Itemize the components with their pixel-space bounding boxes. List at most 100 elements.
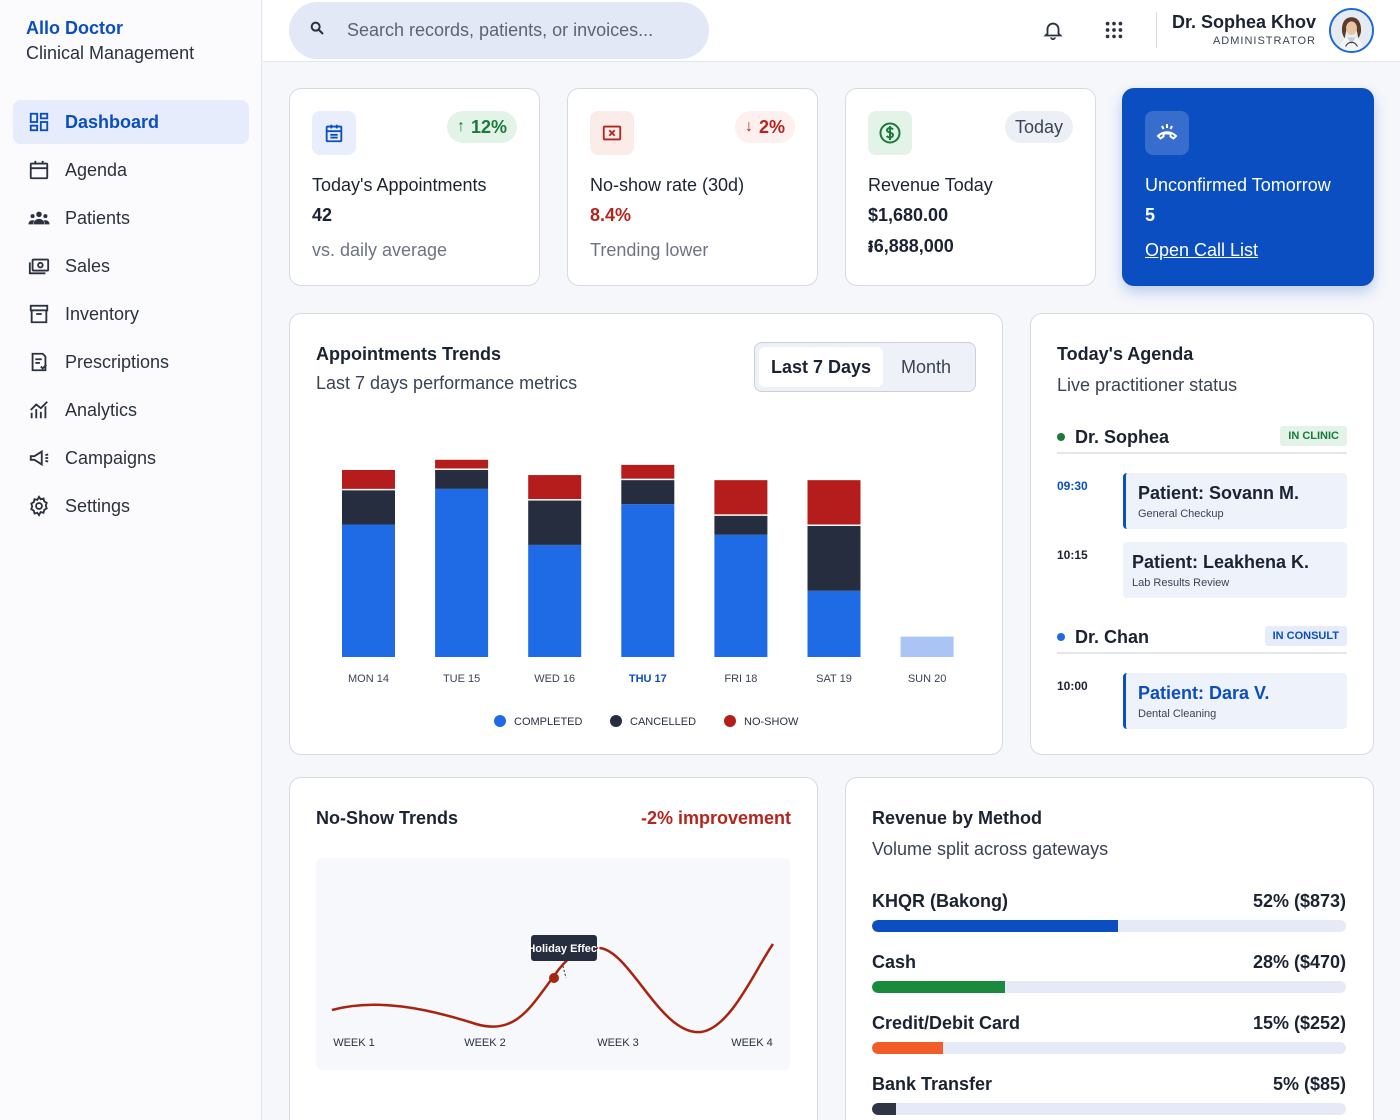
arrow-down-icon: ↓ — [744, 118, 753, 135]
method-label: Cash — [872, 952, 917, 972]
method-row-cash[interactable]: Cash 28% ($470) — [872, 952, 1346, 993]
appointment-item[interactable]: Patient: Leakhena K. Lab Results Review — [1123, 542, 1347, 598]
period-badge: Today — [1004, 111, 1073, 143]
sidebar-item-patients[interactable]: Patients — [13, 196, 249, 240]
doctor-name: Dr. Sophea — [1075, 426, 1170, 447]
badge-value: 2% — [758, 116, 785, 137]
bar-segment-completed[interactable] — [900, 636, 954, 657]
open-call-list-link[interactable]: Open Call List — [1145, 240, 1259, 260]
legend-swatch — [610, 715, 622, 727]
kpi-card-noshow[interactable]: ↓ 2% No-show rate (30d) 8.4% Trending lo… — [567, 88, 818, 286]
bar-segment-cancelled[interactable] — [714, 515, 768, 535]
annotation-leader — [562, 965, 567, 979]
noshow-trends-card: No-Show Trends -2% improvement Holiday E… — [289, 777, 818, 1120]
topbar-divider — [1156, 12, 1157, 48]
legend-label: COMPLETED — [514, 716, 583, 728]
appointment-item[interactable]: Patient: Sovann M. General Checkup — [1123, 473, 1347, 529]
sidebar-item-label: Prescriptions — [65, 351, 170, 372]
bar-segment-no-show[interactable] — [435, 459, 489, 469]
search-icon — [309, 20, 325, 41]
bar-segment-completed[interactable] — [342, 524, 395, 657]
x-tick-label: TUE 15 — [443, 673, 480, 685]
x-tick-label: MON 14 — [348, 673, 389, 685]
doctor-row-chan[interactable]: Dr. Chan IN CONSULT — [1057, 622, 1347, 654]
sidebar-item-label: Patients — [65, 207, 131, 228]
sidebar-item-label: Analytics — [65, 399, 138, 420]
sidebar-item-sales[interactable]: Sales — [13, 244, 249, 288]
sidebar-item-dashboard[interactable]: Dashboard — [13, 100, 249, 144]
search-bar[interactable] — [289, 2, 709, 59]
tab-month[interactable]: Month — [900, 356, 952, 377]
sidebar-item-campaigns[interactable]: Campaigns — [13, 436, 249, 480]
card-subtitle: Volume split across gateways — [872, 839, 1109, 859]
method-progress-fill — [872, 920, 1119, 932]
bell-icon[interactable] — [1041, 18, 1065, 42]
sidebar-item-settings[interactable]: Settings — [13, 484, 249, 528]
method-row-khqr[interactable]: KHQR (Bakong) 52% ($873) — [872, 891, 1346, 932]
method-label: Bank Transfer — [872, 1074, 993, 1094]
avatar[interactable] — [1329, 8, 1374, 53]
sidebar-item-prescriptions[interactable]: Prescriptions — [13, 340, 249, 384]
people-icon — [27, 206, 51, 230]
annotation-point[interactable] — [549, 973, 559, 983]
x-tick-label: THU 17 — [629, 673, 667, 685]
bar-segment-cancelled[interactable] — [807, 526, 861, 591]
method-progress-fill — [872, 1103, 896, 1115]
status-badge: IN CLINIC — [1280, 426, 1347, 446]
kpi-value: 8.4% — [590, 205, 632, 225]
card-subtitle: Live practitioner status — [1057, 375, 1238, 395]
dollar-icon — [868, 111, 912, 155]
kpi-card-revenue[interactable]: Today Revenue Today $1,680.00 ៛6,888,000 — [845, 88, 1096, 286]
method-row-bank[interactable]: Bank Transfer 5% ($85) — [872, 1074, 1346, 1115]
apps-grid-icon[interactable] — [1102, 18, 1126, 42]
tab-last-7-days[interactable]: Last 7 Days — [759, 347, 883, 387]
kpi-value: 42 — [312, 205, 333, 225]
user-name[interactable]: Dr. Sophea Khov — [1171, 12, 1316, 32]
bar-segment-completed[interactable] — [621, 504, 675, 657]
noshow-line-chart: Holiday Effect WEEK 1 WEEK 2 WEEK 3 WEEK 4 — [331, 935, 775, 1049]
kpi-label: Today's Appointments — [312, 175, 487, 195]
appointment-item[interactable]: Patient: Dara V. Dental Cleaning — [1123, 673, 1347, 729]
legend-swatch — [724, 715, 736, 727]
bar-segment-cancelled[interactable] — [435, 469, 489, 489]
bar-segment-no-show[interactable] — [528, 475, 582, 500]
bar-segment-cancelled[interactable] — [528, 500, 582, 545]
card-title: Revenue by Method — [872, 808, 1043, 828]
sidebar-item-agenda[interactable]: Agenda — [13, 148, 249, 192]
bar-segment-completed[interactable] — [807, 590, 861, 657]
sidebar-item-inventory[interactable]: Inventory — [13, 292, 249, 336]
badge-value: 12% — [470, 116, 507, 137]
sidebar-item-label: Inventory — [65, 303, 140, 324]
bar-segment-no-show[interactable] — [342, 469, 395, 489]
brand[interactable]: Allo Doctor Clinical Management — [26, 18, 194, 64]
brand-subtitle: Clinical Management — [26, 43, 195, 63]
kpi-sub: vs. daily average — [312, 240, 448, 260]
bar-segment-cancelled[interactable] — [342, 490, 395, 525]
appointment-time: 09:30 — [1057, 479, 1088, 493]
method-value: 28% ($470) — [1252, 952, 1346, 972]
appointments-bar-chart: MON 14 TUE 15 WED 16 THU 17 FRI 18 SAT 19 SUN … — [342, 459, 954, 728]
bar-segment-completed[interactable] — [435, 488, 489, 657]
method-progress-fill — [872, 1042, 944, 1054]
sidebar-item-analytics[interactable]: Analytics — [13, 388, 249, 432]
method-row-card[interactable]: Credit/Debit Card 15% ($252) — [872, 1013, 1346, 1054]
kpi-label: Unconfirmed Tomorrow — [1145, 175, 1331, 195]
search-input[interactable] — [347, 20, 687, 41]
bar-segment-no-show[interactable] — [807, 480, 861, 525]
doctor-row-sophea[interactable]: Dr. Sophea IN CLINIC — [1057, 422, 1347, 454]
x-tick-label: SAT 19 — [816, 673, 852, 685]
bar-segment-cancelled[interactable] — [621, 480, 675, 505]
bar-segment-no-show[interactable] — [714, 480, 768, 515]
arrow-up-icon: ↑ — [456, 118, 465, 135]
range-toggle: Last 7 Days Month — [754, 342, 976, 392]
bar-segment-completed[interactable] — [528, 544, 582, 657]
bar-segment-no-show[interactable] — [621, 464, 675, 479]
status-badge: IN CONSULT — [1264, 626, 1347, 646]
kpi-card-unconfirmed[interactable]: Unconfirmed Tomorrow 5 Open Call List — [1122, 88, 1374, 286]
kpi-card-appointments[interactable]: ↑ 12% Today's Appointments 42 vs. daily … — [289, 88, 540, 286]
doctor-name: Dr. Chan — [1075, 626, 1150, 647]
phone-missed-icon — [1145, 111, 1189, 155]
bar-segment-completed[interactable] — [714, 534, 768, 657]
status-dot — [1057, 433, 1065, 441]
trend-badge-down: ↓ 2% — [734, 111, 795, 143]
